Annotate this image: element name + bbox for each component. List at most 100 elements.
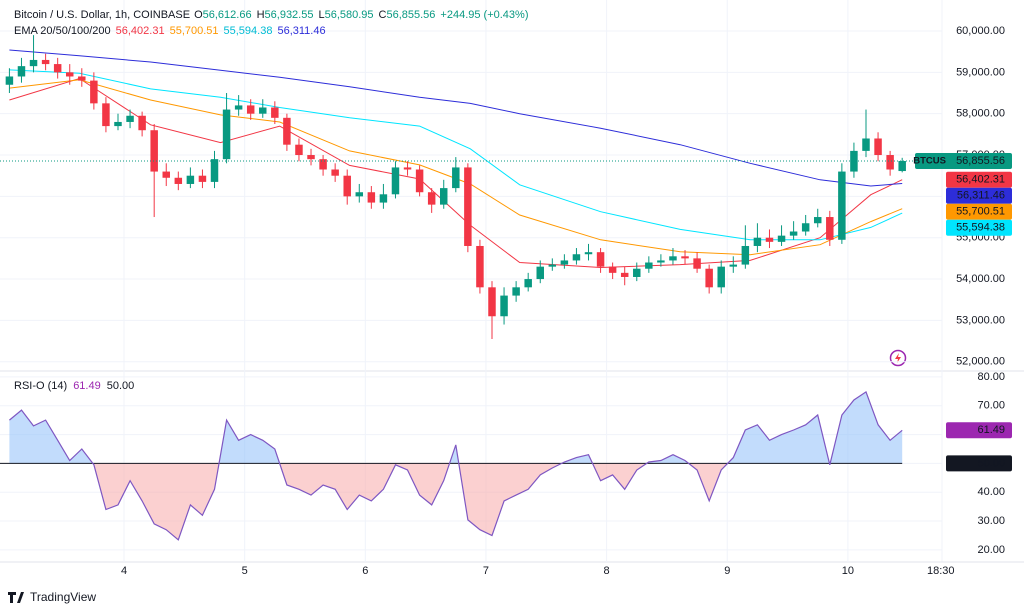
candle-body (439, 188, 448, 205)
overlay-value: 56,311.46 (277, 25, 325, 37)
candle-body (717, 266, 725, 288)
candle-body (259, 107, 267, 114)
ohlc-label: H (257, 9, 265, 21)
value-badge-label: 61.49 (977, 424, 1005, 436)
candle-body (753, 237, 762, 246)
candle-body (343, 175, 351, 197)
price-badge (946, 219, 1012, 236)
candle-body (271, 107, 279, 118)
y-tick-label: 30.00 (977, 515, 1005, 527)
x-tick-label: 5 (242, 565, 248, 577)
candle-body (777, 235, 786, 242)
candle-body (246, 105, 255, 114)
ohlc-label: C (379, 9, 387, 21)
overlay-value: 55,700.51 (170, 25, 219, 37)
candle-body (826, 217, 834, 240)
candle-body (367, 192, 376, 203)
candle-body (560, 260, 569, 265)
candle-body (162, 171, 170, 178)
ohlc-label: O (194, 9, 203, 21)
candle-body (500, 295, 508, 317)
candle-body (452, 167, 460, 189)
candle-body (355, 192, 364, 197)
price-badge (946, 187, 1012, 204)
candle-body (464, 167, 472, 246)
candle-body (295, 144, 303, 156)
candle-body (379, 194, 388, 203)
candle-body (29, 59, 38, 67)
candle-body (41, 59, 50, 65)
candle-body (427, 192, 436, 205)
rsi-line (9, 390, 903, 541)
candle-body (608, 266, 617, 273)
candle-body (584, 252, 593, 255)
candle-body (572, 254, 581, 261)
candle-body (319, 159, 327, 170)
candle-body (524, 279, 532, 288)
y-tick-label: 20.00 (977, 544, 1005, 556)
candle-body (536, 266, 544, 280)
candle-body (657, 260, 665, 263)
alert-bolt (895, 353, 901, 363)
candle-body (126, 115, 134, 122)
candle-body (898, 160, 906, 172)
change-label: +244.95 (+0.43%) (440, 9, 528, 21)
ohlc-value: 56,612.66 (203, 9, 252, 21)
rsi-level: 50.00 (107, 380, 135, 392)
candle-body (669, 256, 677, 261)
candle-body (150, 130, 158, 172)
candle-body (114, 121, 122, 127)
candle-body (415, 169, 424, 193)
y-tick-label: 70.00 (977, 400, 1005, 412)
symbol-badge (915, 152, 951, 169)
alert-circle (889, 349, 907, 367)
candle-body (789, 231, 798, 236)
price-badge (946, 203, 1012, 220)
candle-body (838, 171, 846, 240)
price-badge-label: 55,594.38 (956, 222, 1005, 234)
y-tick-label: 59,000.00 (956, 66, 1005, 78)
ohlc-value: 56,932.55 (265, 9, 314, 21)
rsi-title: RSI-O (14) (14, 380, 67, 392)
price-badge (946, 152, 1012, 169)
candle-body (862, 138, 870, 151)
value-badge (946, 422, 1012, 439)
candle-body (307, 155, 315, 160)
candle-body (488, 287, 496, 317)
overlay-title: EMA 20/50/100/200 (14, 25, 111, 37)
chart-title: Bitcoin / U.S. Dollar, 1h, COINBASE (14, 9, 190, 21)
ohlc-value: 56,580.95 (325, 9, 374, 21)
candle-body (645, 262, 653, 269)
candle-body (283, 117, 291, 145)
price-badge-label: 55,700.51 (956, 206, 1005, 218)
candle-body (234, 105, 243, 110)
candle-body (210, 159, 219, 182)
candle-body (741, 245, 750, 265)
logo: TradingView (8, 590, 96, 604)
candle-body (850, 150, 858, 172)
x-tick-label: 4 (121, 565, 127, 577)
value-badge-label: 50.00 (977, 457, 1005, 469)
candle-body (620, 272, 629, 277)
price-badge-label: 56,855.56 (956, 155, 1005, 167)
candle-body (548, 264, 557, 267)
value-badge (946, 455, 1012, 472)
candle-body (476, 245, 484, 288)
candle-body (198, 175, 207, 182)
candle-body (681, 256, 689, 259)
y-tick-label: 58,000.00 (956, 108, 1005, 120)
logo-mark (8, 592, 24, 603)
y-tick-label: 80.00 (977, 371, 1005, 383)
candle-body (102, 103, 110, 127)
candle-body (633, 268, 641, 277)
alert-icon[interactable] (889, 349, 907, 367)
ohlc-label: L (318, 9, 324, 21)
chart-header: Bitcoin / U.S. Dollar, 1h, COINBASE O56,6… (14, 9, 529, 21)
candle-body (874, 138, 882, 156)
candle-body (65, 72, 74, 77)
x-tick-label: 18:30 (927, 565, 955, 577)
candle-body (90, 80, 98, 104)
ema-line (9, 69, 903, 241)
x-tick-label: 8 (604, 565, 610, 577)
